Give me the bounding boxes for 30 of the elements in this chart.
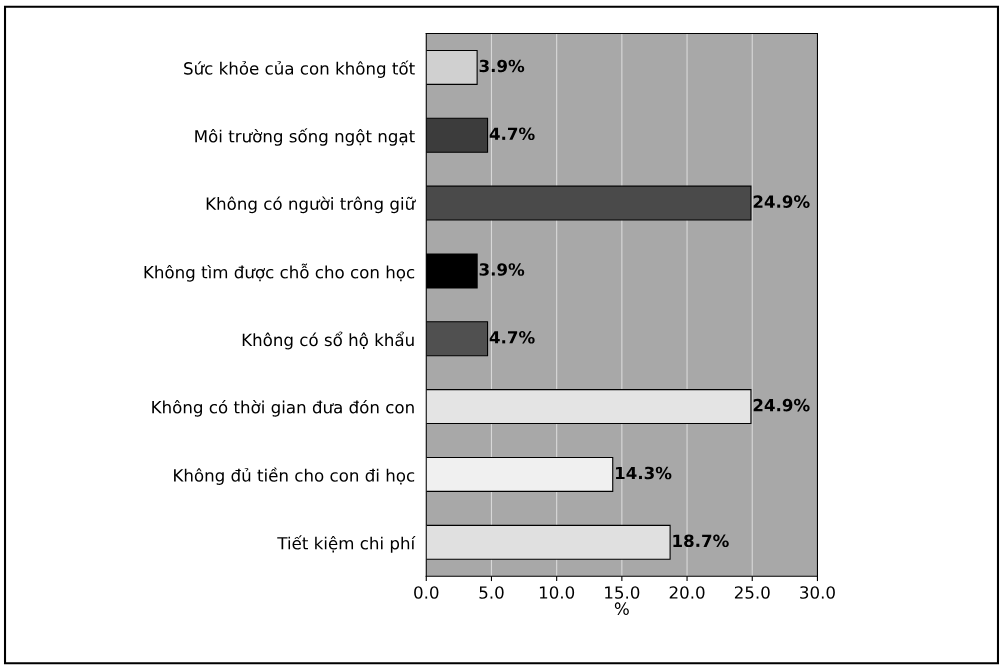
y-tick-label: Sức khỏe của con không tốt [184, 60, 415, 78]
data-label: 3.9% [479, 263, 525, 276]
bar [426, 185, 752, 221]
x-tick-label: 30.0 [800, 586, 835, 599]
data-label: 24.9% [753, 398, 810, 412]
y-tick-label: Không có thời gian đưa đón con [152, 399, 414, 417]
data-label: 24.9% [753, 195, 810, 208]
bar [426, 117, 489, 153]
y-tick-label: Không đủ tiền cho con đi học [174, 467, 415, 485]
x-tick-label: 5.0 [479, 586, 504, 599]
y-tick-label: Không tìm được chỗ cho con học [144, 263, 415, 282]
data-label: 4.7% [489, 331, 535, 344]
y-tick-label: Môi trường sống ngột ngạt [195, 128, 415, 146]
data-label: 18.7% [673, 534, 729, 548]
data-label: 3.9% [479, 59, 525, 73]
data-label: 14.3% [616, 466, 672, 480]
x-tick-label: 0.0 [414, 586, 439, 599]
x-axis-title: % [614, 602, 629, 615]
x-tick-label: 20.0 [669, 586, 705, 599]
x-tick-label: 10.0 [539, 586, 575, 599]
y-tick-label: Không có sổ hộ khẩu [242, 331, 414, 350]
y-tick-label: Không có người trông giữ [206, 196, 416, 214]
data-label: 4.7% [489, 127, 535, 141]
x-tick-label: 15.0 [605, 586, 640, 599]
y-tick-label: Tiết kiệm chi phí [277, 535, 416, 553]
bar [426, 253, 478, 289]
x-tick-label: 25.0 [734, 586, 770, 599]
bar [426, 321, 489, 357]
bar [426, 49, 478, 85]
bar [426, 456, 614, 492]
